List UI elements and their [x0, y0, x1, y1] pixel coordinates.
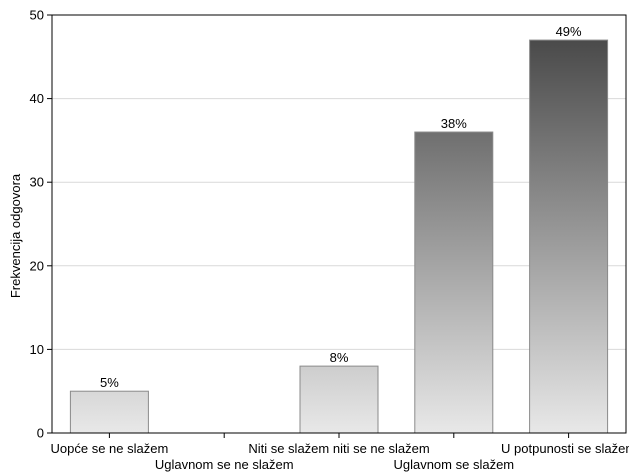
- y-axis-ticks: 0 10 20 30 40 50: [30, 8, 52, 441]
- y-tick-label: 0: [37, 426, 44, 441]
- bar-value-label: 8%: [330, 350, 349, 365]
- bar-value-label: 5%: [100, 375, 119, 390]
- y-tick-label: 10: [30, 342, 44, 357]
- bar: [69, 390, 149, 434]
- bar: [529, 39, 609, 434]
- x-category-label: Uglavnom se slažem: [393, 457, 514, 472]
- data-labels: 5% 8% 38% 49%: [100, 24, 582, 390]
- bar-value-label: 38%: [441, 116, 467, 131]
- y-tick-label: 30: [30, 175, 44, 190]
- x-category-label: Niti se slažem niti se ne slažem: [248, 441, 429, 456]
- y-tick-label: 20: [30, 258, 44, 273]
- plot-area-frame: [51, 14, 627, 434]
- x-category-label: Uglavnom se ne slažem: [155, 457, 294, 472]
- y-tick-label: 40: [30, 91, 44, 106]
- y-axis-title: Frekvencija odgovora: [8, 173, 23, 298]
- bar: [299, 365, 379, 434]
- bar: [414, 131, 494, 434]
- x-category-label: Uopće se ne slažem: [51, 441, 169, 456]
- bar-value-label: 49%: [556, 24, 582, 39]
- x-category-label: U potpunosti se slažem: [501, 441, 629, 456]
- y-tick-label: 50: [30, 8, 44, 23]
